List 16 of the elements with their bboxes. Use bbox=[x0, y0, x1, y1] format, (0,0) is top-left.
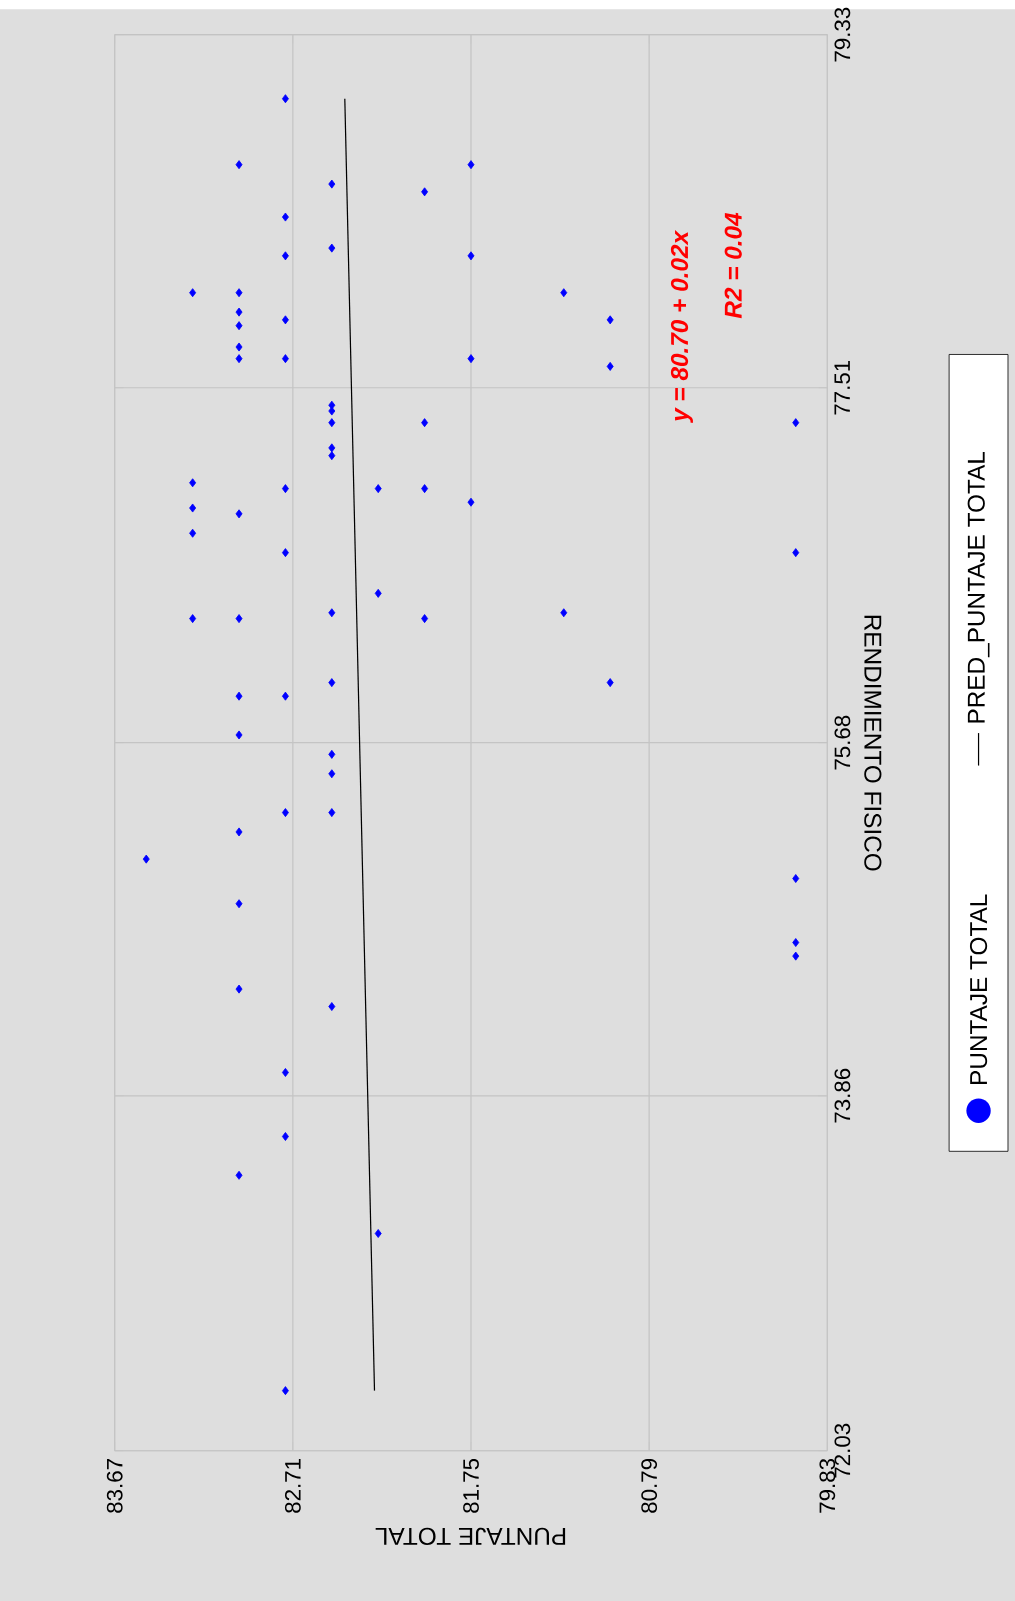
x-tick-label: 80.79 bbox=[641, 1458, 658, 1513]
y-tick-label: 79.33 bbox=[834, 7, 851, 62]
text: PUNTAJE TOTAL bbox=[969, 894, 988, 1084]
y-tick-label: 73.86 bbox=[834, 1068, 851, 1123]
x-axis-title: PUNTAJE TOTAL bbox=[375, 1527, 566, 1545]
y-tick-label: 75.68 bbox=[834, 715, 851, 770]
x-tick-label: 81.75 bbox=[463, 1458, 479, 1513]
x-tick-label: 79.83 bbox=[819, 1458, 836, 1513]
annotation: R2 = 0.04 bbox=[724, 212, 742, 319]
y-tick-label: 72.03 bbox=[834, 1423, 851, 1478]
y-axis-title: RENDIMIENTO FISICO bbox=[864, 615, 882, 871]
annotation: y = 80.70 + 0.02x bbox=[670, 230, 693, 423]
x-tick-label: 82.71 bbox=[284, 1459, 301, 1513]
y-tick-label: 77.51 bbox=[834, 360, 851, 415]
x-tick-label: 83.67 bbox=[106, 1459, 123, 1513]
text: PRED_PUNTAJE TOTAL bbox=[967, 451, 990, 723]
